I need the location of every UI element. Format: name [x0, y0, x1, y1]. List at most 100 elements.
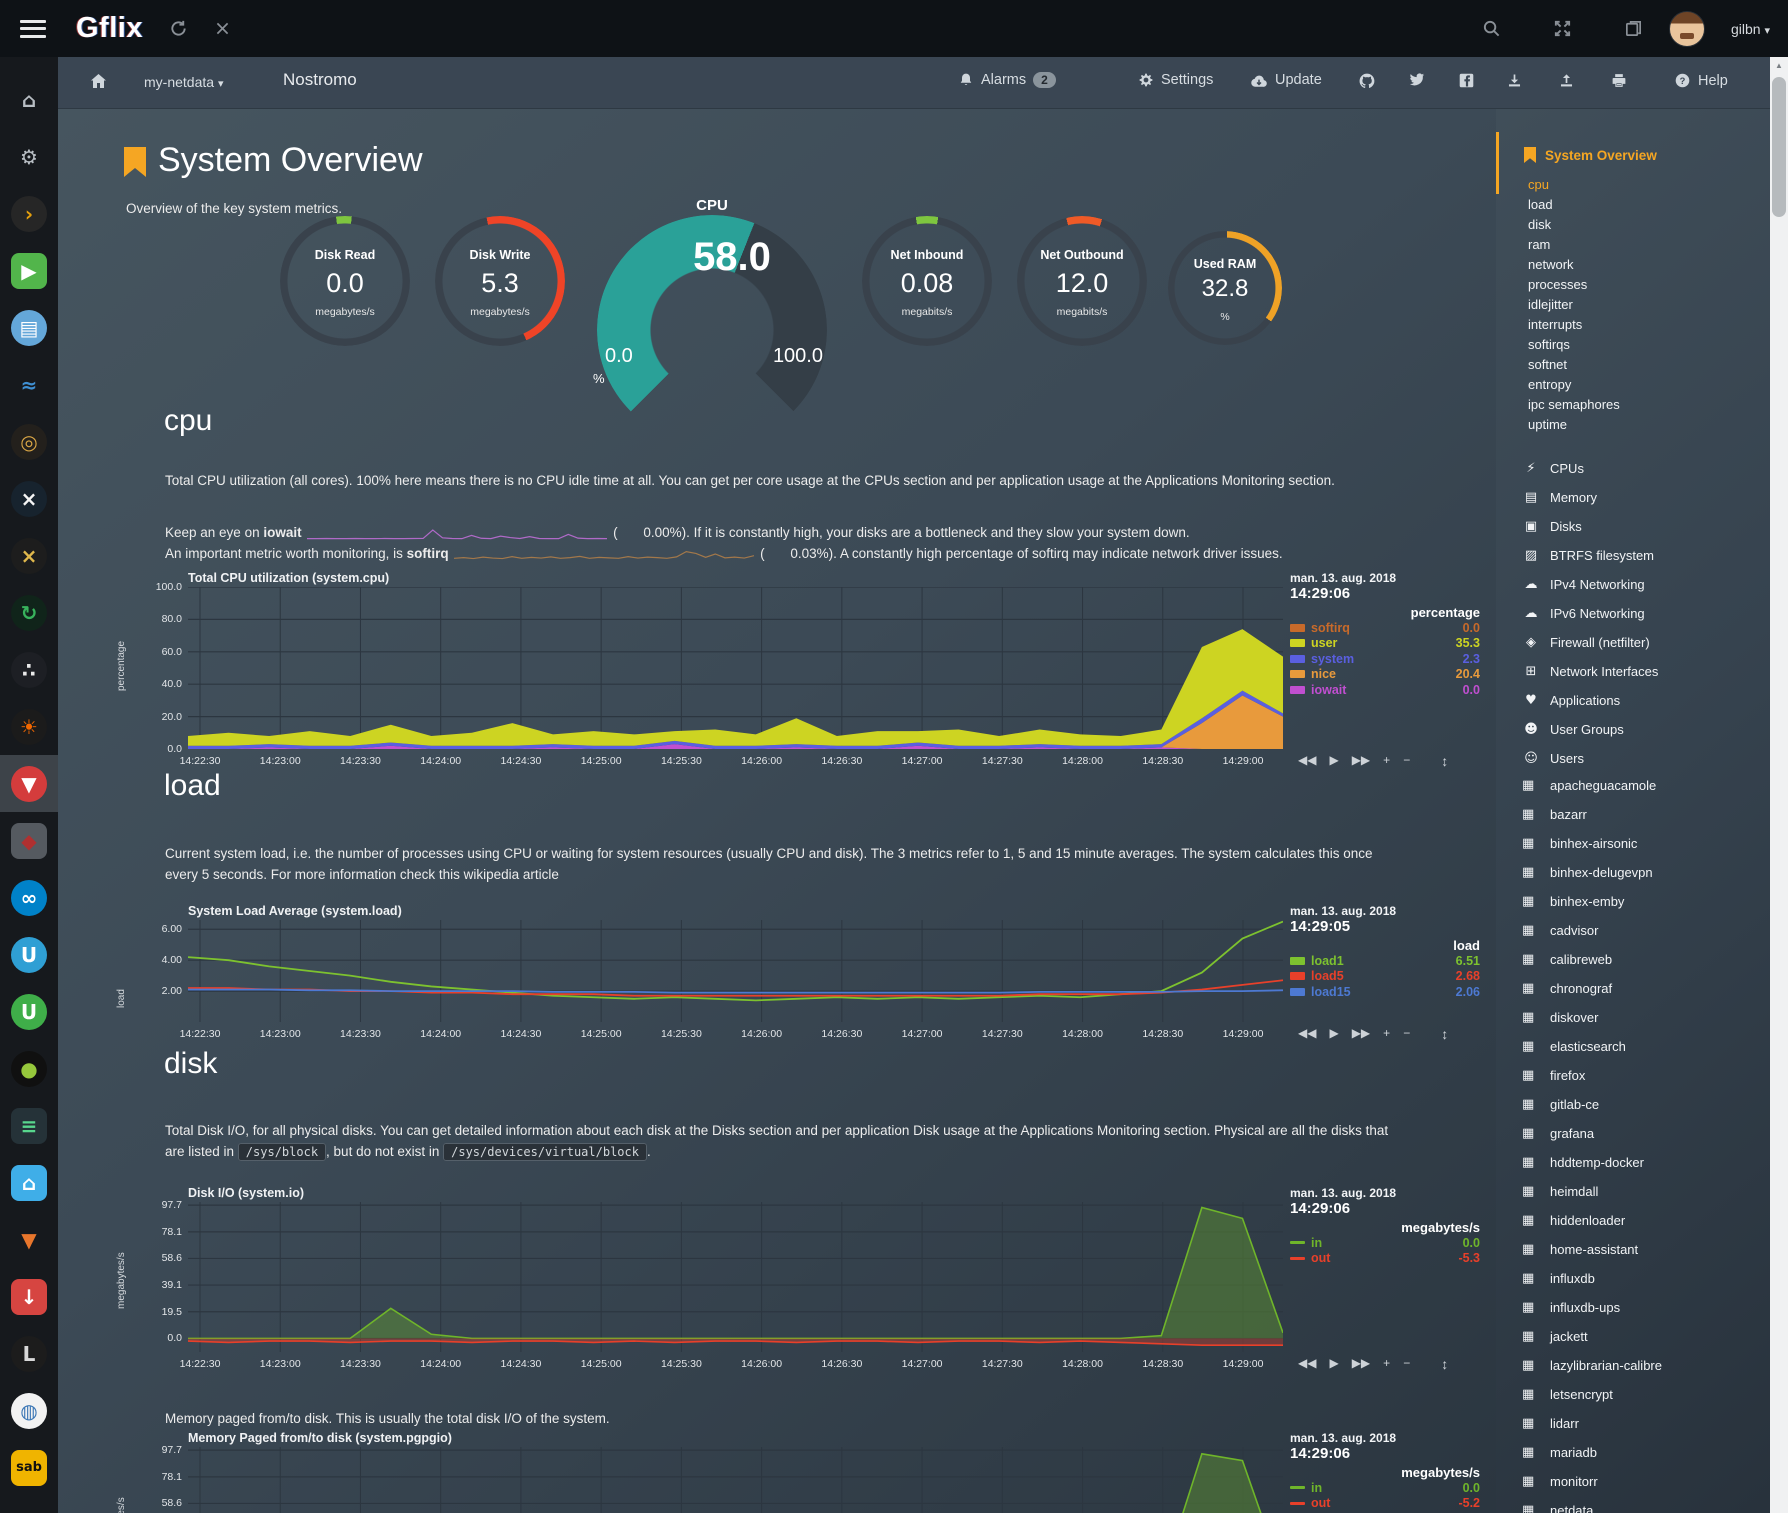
help-button[interactable]: ? Help — [1674, 72, 1728, 89]
chart-resize-handle[interactable]: ↕ — [1441, 753, 1448, 769]
nav-app-calibreweb[interactable]: ▦calibreweb — [1522, 945, 1662, 974]
gauge-net-inbound[interactable]: Net Inbound 0.08 megabits/s — [862, 216, 992, 346]
nav-item-cpu[interactable]: cpu — [1528, 175, 1620, 195]
chart-play-icon[interactable]: ▶ — [1329, 1356, 1338, 1372]
nav-app-bazarr[interactable]: ▦bazarr — [1522, 800, 1662, 829]
nav-app-letsencrypt[interactable]: ▦letsencrypt — [1522, 1380, 1662, 1409]
legend-iowait[interactable]: iowait0.0 — [1290, 682, 1480, 698]
chart-zoom-out-icon[interactable]: − — [1403, 1356, 1410, 1372]
tabs-icon[interactable] — [1624, 19, 1643, 38]
chart-rewind-icon[interactable]: ◀◀ — [1298, 1026, 1316, 1042]
nav-section-users[interactable]: ☺Users — [1522, 744, 1658, 773]
nav-app-elasticsearch[interactable]: ▦elasticsearch — [1522, 1032, 1662, 1061]
chart-zoom-in-icon[interactable]: + — [1383, 1026, 1390, 1042]
sidebar-app-unifi[interactable]: U — [0, 926, 58, 983]
nav-app-lazylibrarian-calibre[interactable]: ▦lazylibrarian-calibre — [1522, 1351, 1662, 1380]
nav-app-mariadb[interactable]: ▦mariadb — [1522, 1438, 1662, 1467]
search-icon[interactable] — [1482, 19, 1501, 38]
user-menu[interactable]: gilbn ▾ — [1731, 21, 1770, 37]
load-chart[interactable]: System Load Average (system.load) load 6… — [58, 904, 1496, 1069]
server-dropdown[interactable]: my-netdata ▾ — [144, 74, 223, 90]
nav-app-cadvisor[interactable]: ▦cadvisor — [1522, 916, 1662, 945]
chart-fastforward-icon[interactable]: ▶▶ — [1352, 1356, 1370, 1372]
nav-app-binhex-delugevpn[interactable]: ▦binhex-delugevpn — [1522, 858, 1662, 887]
legend-load1[interactable]: load16.51 — [1290, 953, 1480, 969]
nav-app-chronograf[interactable]: ▦chronograf — [1522, 974, 1662, 1003]
sidebar-app-plex[interactable]: › — [0, 185, 58, 242]
chart-play-icon[interactable]: ▶ — [1329, 753, 1338, 769]
chart-zoom-out-icon[interactable]: − — [1403, 753, 1410, 769]
sidebar-app-calibre-web[interactable]: ▤ — [0, 299, 58, 356]
nav-app-netdata[interactable]: ▦netdata — [1522, 1496, 1662, 1513]
settings-button[interactable]: Settings — [1138, 72, 1213, 88]
nav-item-interrupts[interactable]: interrupts — [1528, 315, 1620, 335]
chart-resize-handle[interactable]: ↕ — [1441, 1356, 1448, 1372]
gauge-disk-read[interactable]: Disk Read 0.0 megabytes/s — [280, 216, 410, 346]
nav-item-softirqs[interactable]: softirqs — [1528, 335, 1620, 355]
sidebar-app-krusader[interactable]: ◆ — [0, 812, 58, 869]
legend-nice[interactable]: nice20.4 — [1290, 667, 1480, 683]
scrollbar-thumb[interactable] — [1772, 77, 1786, 217]
gauge-disk-write[interactable]: Disk Write 5.3 megabytes/s — [435, 216, 565, 346]
nav-app-home-assistant[interactable]: ▦home-assistant — [1522, 1235, 1662, 1264]
nav-app-lidarr[interactable]: ▦lidarr — [1522, 1409, 1662, 1438]
nav-section-ipv4-networking[interactable]: ☁IPv4 Networking — [1522, 570, 1658, 599]
nav-app-gitlab-ce[interactable]: ▦gitlab-ce — [1522, 1090, 1662, 1119]
nav-item-load[interactable]: load — [1528, 195, 1620, 215]
nav-section-cpus[interactable]: ⚡CPUs — [1522, 454, 1658, 483]
fullscreen-icon[interactable] — [1553, 19, 1572, 38]
scrollbar[interactable]: ▲ — [1770, 57, 1788, 1513]
nav-app-firefox[interactable]: ▦firefox — [1522, 1061, 1662, 1090]
sidebar-app-gitlab[interactable]: ▼ — [0, 1211, 58, 1268]
nav-section-disks[interactable]: ▣Disks — [1522, 512, 1658, 541]
chart-zoom-in-icon[interactable]: + — [1383, 1356, 1390, 1372]
nav-section-memory[interactable]: ▤Memory — [1522, 483, 1658, 512]
nav-header-system-overview[interactable]: System Overview — [1524, 147, 1657, 163]
nav-item-processes[interactable]: processes — [1528, 275, 1620, 295]
sidebar-app-diskover[interactable]: ∴ — [0, 641, 58, 698]
github-icon[interactable] — [1358, 72, 1376, 90]
nav-app-apacheguacamole[interactable]: ▦apacheguacamole — [1522, 771, 1662, 800]
nav-section-applications[interactable]: ♥Applications — [1522, 686, 1658, 715]
refresh-icon[interactable] — [169, 19, 188, 38]
sidebar-app-home[interactable]: ⌂ — [0, 71, 58, 128]
sidebar-app-nextcloud[interactable]: ∞ — [0, 869, 58, 926]
legend-in[interactable]: in0.0 — [1290, 1235, 1480, 1251]
nav-item-network[interactable]: network — [1528, 255, 1620, 275]
sidebar-app-heimdall[interactable]: ▼ — [0, 755, 58, 812]
sidebar-app-deluge[interactable]: ↻ — [0, 584, 58, 641]
chart-fastforward-icon[interactable]: ▶▶ — [1352, 1026, 1370, 1042]
nav-item-ipc-semaphores[interactable]: ipc semaphores — [1528, 395, 1620, 415]
legend-out[interactable]: out-5.2 — [1290, 1496, 1480, 1512]
pgpgio-chart[interactable]: Memory Paged from/to disk (system.pgpgio… — [58, 1431, 1496, 1513]
alarms-button[interactable]: Alarms 2 — [958, 72, 1056, 88]
sidebar-app-lidarr-drop[interactable]: ◍ — [0, 1382, 58, 1439]
legend-load5[interactable]: load52.68 — [1290, 969, 1480, 985]
sidebar-app-emby[interactable]: ▶ — [0, 242, 58, 299]
nav-app-grafana[interactable]: ▦grafana — [1522, 1119, 1662, 1148]
sidebar-app-youtube-dl[interactable]: ↓ — [0, 1268, 58, 1325]
chart-resize-handle[interactable]: ↕ — [1441, 1026, 1448, 1042]
upload-icon[interactable] — [1558, 72, 1575, 89]
nav-item-entropy[interactable]: entropy — [1528, 375, 1620, 395]
download-icon[interactable] — [1506, 72, 1523, 89]
nav-section-ipv6-networking[interactable]: ☁IPv6 Networking — [1522, 599, 1658, 628]
sidebar-app-ombi[interactable]: × — [0, 470, 58, 527]
chart-rewind-icon[interactable]: ◀◀ — [1298, 753, 1316, 769]
user-avatar[interactable] — [1669, 11, 1705, 47]
nav-section-user-groups[interactable]: ☻User Groups — [1522, 715, 1658, 744]
hamburger-menu-icon[interactable] — [20, 20, 46, 38]
chart-fastforward-icon[interactable]: ▶▶ — [1352, 753, 1370, 769]
nav-section-btrfs-filesystem[interactable]: ▨BTRFS filesystem — [1522, 541, 1658, 570]
gauge-used-ram[interactable]: Used RAM 32.8 % — [1168, 231, 1282, 345]
close-tab-icon[interactable] — [214, 20, 231, 37]
sidebar-app-settings[interactable]: ⚙ — [0, 128, 58, 185]
sidebar-app-organizr[interactable]: × — [0, 527, 58, 584]
facebook-icon[interactable] — [1458, 72, 1475, 89]
sidebar-app-pi-hole[interactable]: ● — [0, 1040, 58, 1097]
nav-app-jackett[interactable]: ▦jackett — [1522, 1322, 1662, 1351]
nav-item-ram[interactable]: ram — [1528, 235, 1620, 255]
gauge-net-outbound[interactable]: Net Outbound 12.0 megabits/s — [1017, 216, 1147, 346]
twitter-icon[interactable] — [1408, 72, 1426, 88]
nav-app-influxdb[interactable]: ▦influxdb — [1522, 1264, 1662, 1293]
